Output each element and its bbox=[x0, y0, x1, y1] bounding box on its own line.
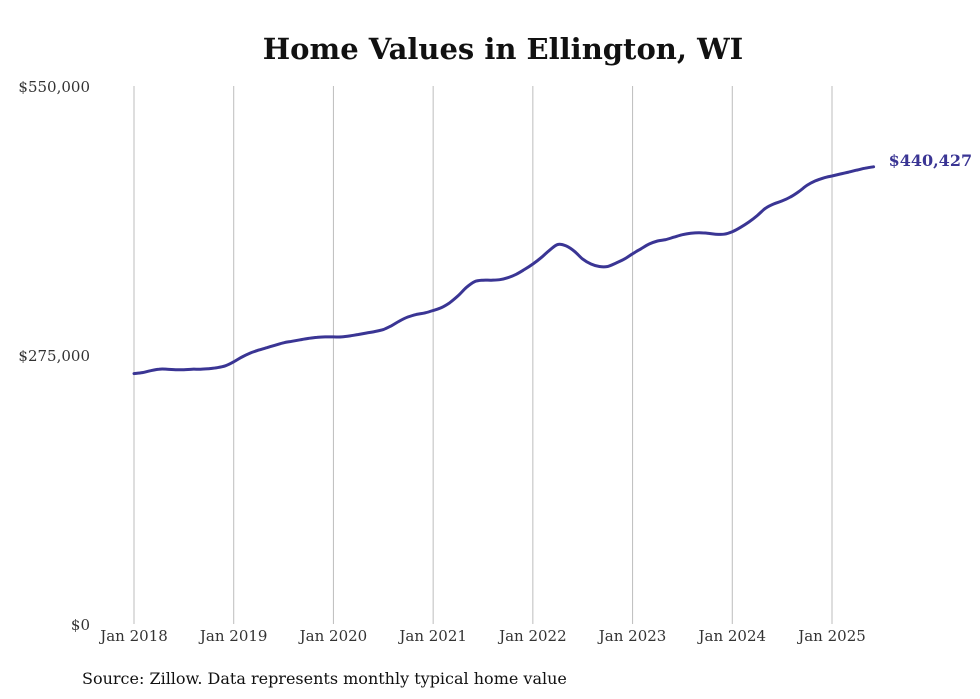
y-tick-label: $0 bbox=[71, 616, 90, 634]
y-tick-label: $550,000 bbox=[18, 78, 90, 96]
x-tick-label: Jan 2023 bbox=[597, 627, 667, 645]
y-tick-label: $275,000 bbox=[18, 347, 90, 365]
series-line bbox=[132, 165, 876, 376]
x-tick-label: Jan 2025 bbox=[796, 627, 866, 645]
x-tick-label: Jan 2018 bbox=[98, 627, 168, 645]
x-axis: Jan 2018 Jan 2019 Jan 2020 Jan 2021 Jan 2022… bbox=[98, 627, 866, 645]
x-tick-label: Jan 2024 bbox=[697, 627, 767, 645]
x-tick-label: Jan 2020 bbox=[298, 627, 368, 645]
chart-title: Home Values in Ellington, WI bbox=[263, 32, 743, 66]
x-tick-label: Jan 2021 bbox=[397, 627, 467, 645]
grid-lines bbox=[133, 86, 833, 624]
source-note: Source: Zillow. Data represents monthly … bbox=[82, 669, 567, 688]
y-axis: $0 $275,000 $550,000 bbox=[18, 78, 90, 634]
x-tick-label: Jan 2019 bbox=[198, 627, 268, 645]
x-tick-label: Jan 2022 bbox=[497, 627, 567, 645]
end-value-label: $440,427 bbox=[889, 151, 973, 170]
